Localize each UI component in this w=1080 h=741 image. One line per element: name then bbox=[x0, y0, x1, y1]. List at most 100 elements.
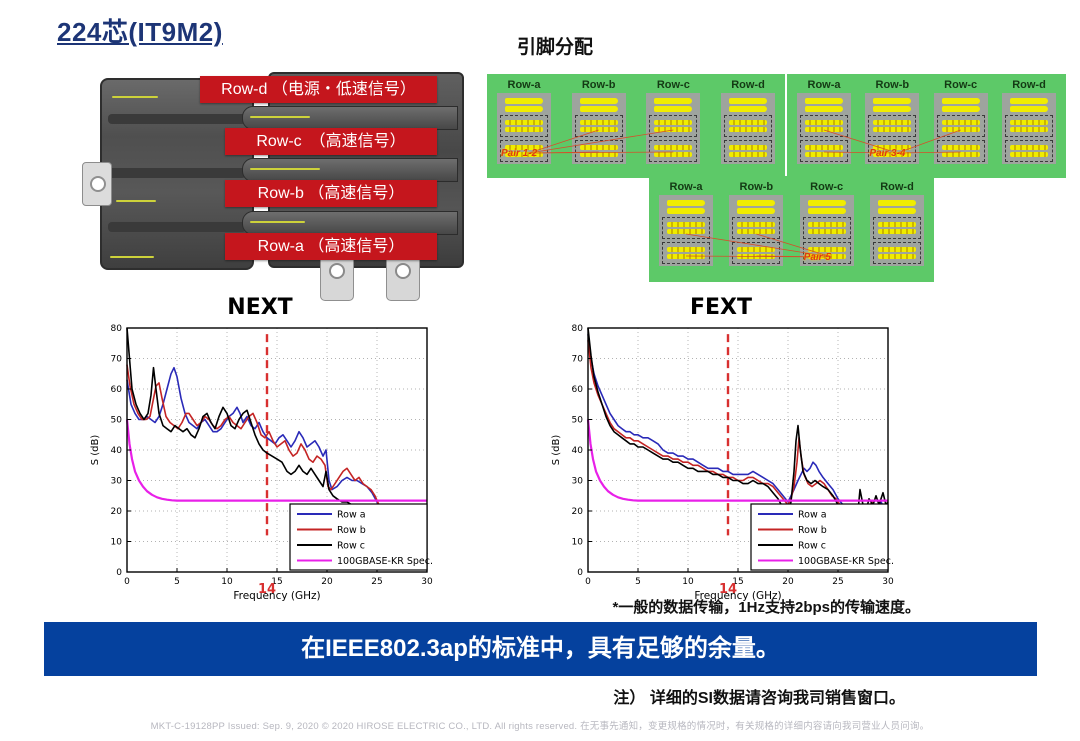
pin-column-label: Row-d bbox=[880, 181, 914, 193]
connector-wire bbox=[250, 221, 305, 223]
pin-strip bbox=[797, 93, 851, 164]
signal-pair-box bbox=[1005, 115, 1053, 137]
signal-pin bbox=[505, 145, 543, 150]
signal-pair-box bbox=[868, 115, 917, 137]
svg-text:Frequency (GHz): Frequency (GHz) bbox=[694, 590, 781, 602]
pin-column-row-a: Row-a bbox=[793, 79, 855, 164]
svg-text:10: 10 bbox=[572, 538, 584, 548]
signal-pair-box bbox=[724, 115, 772, 137]
svg-text:80: 80 bbox=[572, 324, 584, 334]
signal-pair-box bbox=[868, 140, 917, 162]
svg-text:Row c: Row c bbox=[798, 541, 826, 552]
svg-text:25: 25 bbox=[371, 577, 382, 587]
svg-text:Row b: Row b bbox=[798, 525, 827, 536]
chart-plot: 0 10 20 30 40 50 60 70 80 0 5 10 15 20 25 30 14Frequency… bbox=[90, 324, 433, 602]
bracket-hole bbox=[90, 176, 106, 192]
fext-chart: FEXT 0 10 20 30 40 50 60 70 80 0 5 10 15 20 25 30 14 Frequ… bbox=[541, 296, 901, 603]
signal-pair-box bbox=[802, 217, 851, 239]
power-pin bbox=[1010, 98, 1048, 104]
pair-annotation: Pair 1-2 bbox=[501, 148, 538, 159]
signal-pin bbox=[729, 152, 767, 157]
pair-connection-lines bbox=[823, 129, 961, 154]
pin-column-label: Row-c bbox=[656, 79, 690, 91]
signal-pin bbox=[654, 152, 693, 157]
pin-strip bbox=[497, 93, 551, 164]
signal-pin bbox=[1010, 127, 1048, 132]
signal-pin bbox=[579, 145, 618, 150]
signal-pin bbox=[941, 152, 980, 157]
row-c-label: Row-c （高速信号） bbox=[225, 128, 437, 155]
signal-pin bbox=[878, 229, 916, 234]
svg-text:5: 5 bbox=[635, 577, 641, 587]
svg-text:100GBASE-KR Spec.: 100GBASE-KR Spec. bbox=[798, 556, 894, 567]
tab-hole bbox=[395, 263, 411, 279]
signal-pin bbox=[654, 145, 693, 150]
signal-pin bbox=[878, 222, 916, 227]
connector-detail-line bbox=[108, 168, 246, 178]
signal-pin bbox=[654, 127, 693, 132]
footer-copyright: MKT-C-19128PP Issued: Sep. 9, 2020 © 202… bbox=[150, 721, 930, 732]
connector-detail-line bbox=[108, 114, 246, 124]
svg-text:40: 40 bbox=[111, 446, 123, 456]
svg-text:30: 30 bbox=[111, 477, 123, 487]
signal-pin bbox=[805, 120, 843, 125]
pin-strip bbox=[870, 195, 924, 266]
svg-text:30: 30 bbox=[882, 577, 894, 587]
connector-wafer bbox=[242, 106, 458, 130]
signal-pin bbox=[667, 254, 705, 259]
power-pin bbox=[805, 106, 843, 112]
signal-pair-box bbox=[724, 140, 772, 162]
signal-pin bbox=[737, 222, 776, 227]
tab-hole bbox=[329, 263, 345, 279]
signal-pair-box bbox=[936, 140, 985, 162]
power-pin bbox=[878, 208, 916, 214]
svg-text:60: 60 bbox=[111, 385, 123, 395]
power-pin bbox=[505, 106, 543, 112]
pin-column-row-b: Row-b bbox=[725, 181, 787, 266]
power-pin bbox=[579, 98, 618, 104]
row-b-label: Row-b （高速信号） bbox=[225, 180, 437, 207]
signal-pin bbox=[1010, 120, 1048, 125]
svg-text:Row c: Row c bbox=[337, 541, 365, 552]
signal-pair-box bbox=[936, 115, 985, 137]
svg-text:Frequency (GHz): Frequency (GHz) bbox=[233, 590, 320, 602]
svg-text:10: 10 bbox=[682, 577, 694, 587]
svg-text:14: 14 bbox=[258, 582, 276, 597]
connector-wire bbox=[116, 200, 156, 202]
signal-pin bbox=[505, 120, 543, 125]
svg-text:30: 30 bbox=[572, 477, 584, 487]
signal-pair-box bbox=[662, 242, 710, 264]
svg-text:S (dB): S (dB) bbox=[551, 435, 562, 466]
signal-pin bbox=[805, 152, 843, 157]
signal-pin bbox=[941, 120, 980, 125]
si-data-note: 注） 详细的SI数据请咨询我司销售窗口。 bbox=[613, 690, 905, 707]
svg-text:20: 20 bbox=[321, 577, 333, 587]
signal-pin bbox=[873, 145, 912, 150]
signal-pin bbox=[1010, 152, 1048, 157]
pin-assignment-heading: 引脚分配 bbox=[517, 37, 594, 58]
svg-text:80: 80 bbox=[111, 324, 123, 334]
power-pin bbox=[654, 98, 693, 104]
signal-pin bbox=[807, 222, 846, 227]
pin-column-label: Row-b bbox=[875, 79, 910, 91]
row-a-label: Row-a （高速信号） bbox=[225, 233, 437, 260]
signal-pin bbox=[667, 247, 705, 252]
signal-pin bbox=[807, 247, 846, 252]
power-pin bbox=[579, 106, 618, 112]
pin-strip bbox=[729, 195, 784, 266]
pin-panel-3: Row-a Row-b Row-c Row-d Pair 5 bbox=[649, 176, 934, 282]
chart-title: NEXT bbox=[227, 295, 293, 320]
signal-pin bbox=[737, 229, 776, 234]
pin-panel-2: Row-a Row-b Row-c Row-d Pair 3-4 bbox=[787, 74, 1066, 178]
signal-pair-box bbox=[800, 115, 848, 137]
svg-text:20: 20 bbox=[111, 507, 123, 517]
connector-bracket bbox=[82, 162, 112, 206]
svg-text:Row a: Row a bbox=[798, 510, 827, 521]
signal-pin bbox=[505, 152, 543, 157]
svg-text:14: 14 bbox=[719, 582, 737, 597]
svg-text:20: 20 bbox=[572, 507, 584, 517]
signal-pin bbox=[729, 127, 767, 132]
svg-text:50: 50 bbox=[572, 416, 584, 426]
pin-column-row-a: Row-a bbox=[493, 79, 555, 164]
svg-text:10: 10 bbox=[221, 577, 233, 587]
